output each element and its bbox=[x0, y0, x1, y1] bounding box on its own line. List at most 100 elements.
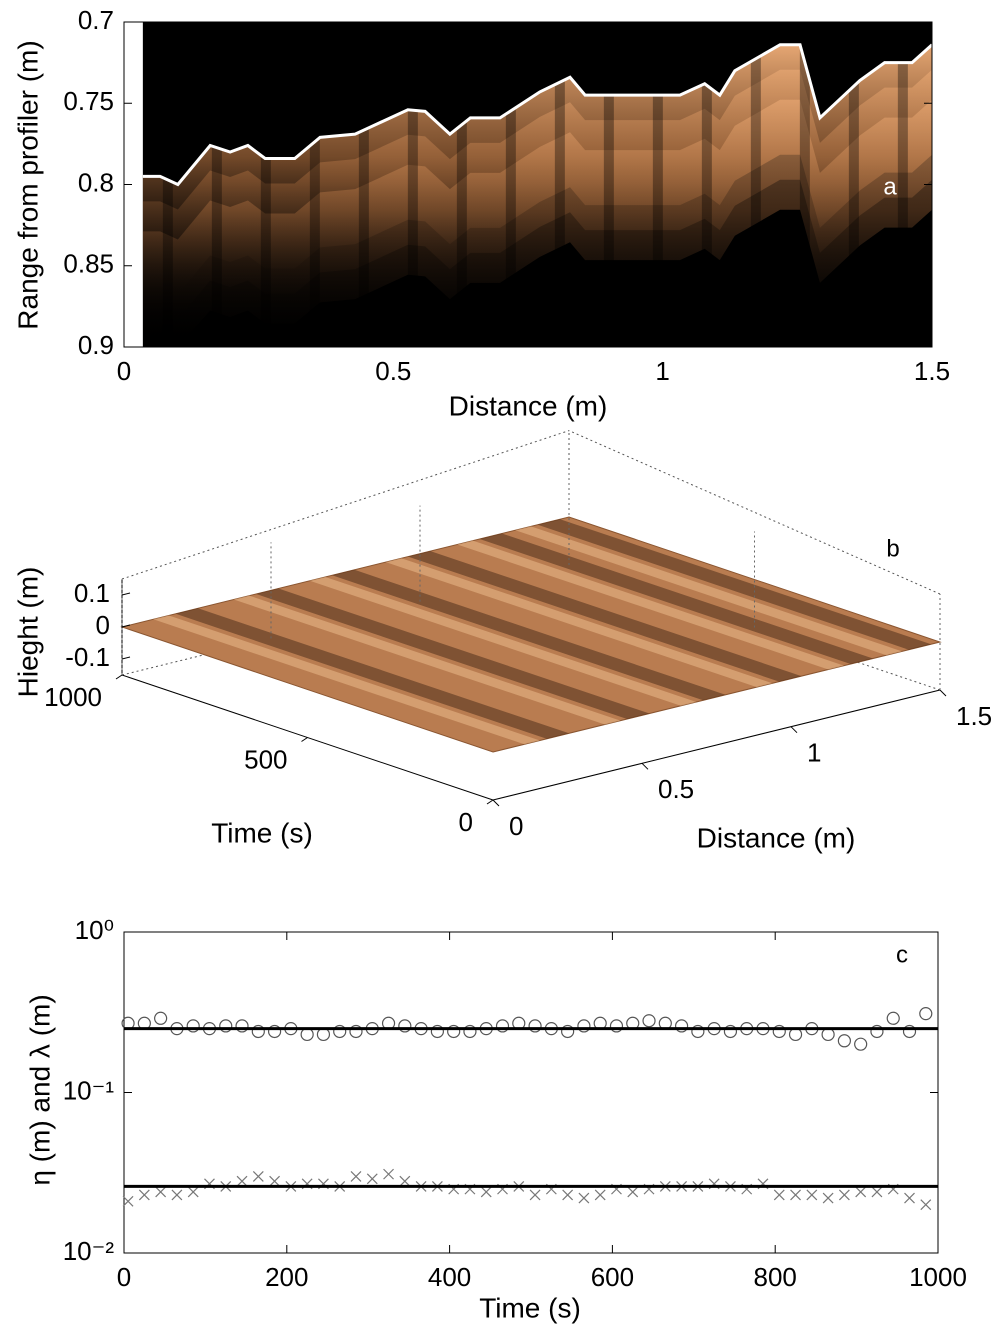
cross-marker bbox=[790, 1189, 801, 1201]
y-tick-label: 0 bbox=[459, 807, 473, 837]
cross-marker bbox=[155, 1186, 167, 1198]
circle-marker bbox=[886, 1011, 900, 1025]
panel-label: c bbox=[896, 941, 908, 968]
y-tick-label: 10⁰ bbox=[75, 915, 114, 945]
panel-label: b bbox=[886, 535, 899, 562]
surface-trough bbox=[256, 588, 650, 719]
circle-marker bbox=[219, 1019, 233, 1033]
cross-marker bbox=[187, 1186, 199, 1198]
x-tick-label: 0.5 bbox=[658, 774, 694, 804]
x-tick-label: 1 bbox=[807, 738, 821, 768]
cross-marker bbox=[399, 1175, 411, 1187]
x-tick bbox=[641, 762, 649, 770]
y-tick bbox=[486, 799, 494, 805]
echo-band bbox=[142, 99, 932, 347]
cross-marker bbox=[855, 1186, 867, 1198]
cross-marker bbox=[236, 1175, 248, 1187]
y-tick-label: 0.85 bbox=[63, 249, 114, 279]
cross-marker bbox=[366, 1173, 378, 1185]
surface-crest bbox=[309, 576, 697, 706]
echo-shadow bbox=[358, 22, 369, 347]
circle-marker bbox=[609, 1019, 624, 1033]
cross-marker bbox=[822, 1192, 834, 1204]
surface-trough bbox=[332, 569, 726, 701]
x-tick-label: 200 bbox=[265, 1262, 308, 1292]
x-axis-label: Time (s) bbox=[479, 1292, 581, 1323]
circle-marker bbox=[561, 1024, 575, 1039]
y-tick-label: 10⁻² bbox=[63, 1236, 115, 1266]
cross-marker bbox=[773, 1189, 785, 1201]
x-tick-label: 600 bbox=[591, 1262, 634, 1292]
y-tick-label: 0.8 bbox=[78, 167, 114, 197]
cross-marker bbox=[269, 1175, 281, 1187]
y-axis-label: Time (s) bbox=[211, 817, 313, 848]
cross-marker bbox=[122, 1195, 134, 1207]
circle-marker bbox=[870, 1024, 884, 1039]
z-tick bbox=[121, 656, 131, 660]
surface-crest bbox=[385, 558, 773, 688]
y-tick-label: 0.9 bbox=[78, 330, 114, 360]
z-tick bbox=[121, 592, 131, 596]
echo-shadow bbox=[897, 22, 908, 347]
cross-marker bbox=[383, 1168, 394, 1180]
cross-marker bbox=[252, 1170, 264, 1182]
cross-marker bbox=[594, 1189, 606, 1201]
cross-marker bbox=[578, 1192, 590, 1204]
circle-marker bbox=[528, 1019, 542, 1033]
circle-marker bbox=[333, 1024, 347, 1039]
y-axis-label: η (m) and λ (m) bbox=[24, 994, 55, 1185]
x-axis-line bbox=[492, 689, 941, 801]
circle-marker bbox=[772, 1024, 786, 1039]
echo-shadow bbox=[701, 22, 712, 347]
surface bbox=[120, 516, 942, 753]
cross-marker bbox=[480, 1186, 492, 1198]
x-tick-label: 0 bbox=[117, 1262, 131, 1292]
circle-marker bbox=[251, 1024, 265, 1039]
y-axis-label: Range from profiler (m) bbox=[12, 40, 43, 329]
circle-marker bbox=[902, 1024, 917, 1039]
x-tick-label: 400 bbox=[428, 1262, 471, 1292]
circle-marker bbox=[723, 1024, 738, 1039]
x-tick-label: 0 bbox=[117, 356, 131, 386]
z-tick-label: 0 bbox=[96, 610, 110, 640]
x-tick-label: 1 bbox=[655, 356, 669, 386]
circle-marker bbox=[495, 1019, 510, 1033]
surface-trough bbox=[479, 533, 873, 664]
echo-shadow bbox=[652, 22, 663, 347]
circle-marker bbox=[577, 1019, 591, 1033]
surface-trough bbox=[175, 608, 569, 739]
surface-trough bbox=[537, 519, 932, 650]
surface-crest bbox=[153, 615, 540, 745]
y-tick-label: 500 bbox=[244, 744, 287, 774]
circle-marker bbox=[267, 1024, 282, 1039]
cross-marker bbox=[904, 1192, 915, 1204]
surface-trough bbox=[408, 551, 802, 682]
circle-marker bbox=[235, 1019, 249, 1033]
x-tick-label: 0.5 bbox=[375, 356, 411, 386]
circle-marker bbox=[186, 1019, 200, 1033]
echo-shadow bbox=[260, 22, 271, 347]
y-tick-label: 0.75 bbox=[63, 86, 114, 116]
circle-marker bbox=[447, 1024, 461, 1039]
z-axis-label: Hieght (m) bbox=[12, 567, 43, 698]
box-edge bbox=[121, 430, 570, 580]
x-tick bbox=[939, 689, 947, 697]
x-tick-label: 0 bbox=[509, 811, 523, 841]
echo-shadow bbox=[162, 22, 173, 347]
circle-marker bbox=[919, 1007, 933, 1021]
z-tick-label: 0.1 bbox=[74, 578, 110, 608]
cross-marker bbox=[871, 1186, 883, 1198]
surface-crest bbox=[515, 526, 903, 656]
circle-marker bbox=[430, 1024, 444, 1039]
circle-marker bbox=[642, 1014, 656, 1028]
circle-marker bbox=[154, 1011, 168, 1025]
y-tick-label: 1000 bbox=[44, 682, 102, 712]
cross-marker bbox=[138, 1189, 150, 1201]
panel-label: a bbox=[883, 173, 897, 200]
circle-marker bbox=[837, 1034, 851, 1048]
cross-marker bbox=[838, 1189, 850, 1201]
circle-marker bbox=[398, 1019, 412, 1033]
x-axis-label: Distance (m) bbox=[449, 390, 608, 421]
cross-marker bbox=[171, 1189, 183, 1201]
